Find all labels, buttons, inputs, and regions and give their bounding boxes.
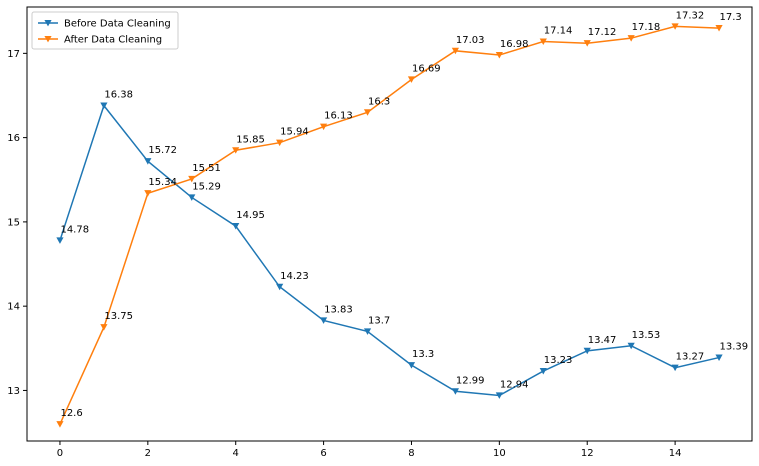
- x-tick-label: 2: [145, 448, 151, 459]
- data-label-after-cleaning: 17.32: [676, 10, 705, 21]
- data-label-before-cleaning: 12.94: [500, 379, 529, 390]
- y-tick-label: 13: [7, 386, 20, 397]
- data-point-after-cleaning: [495, 51, 503, 59]
- x-tick-label: 6: [320, 448, 326, 459]
- data-point-before-cleaning: [144, 158, 152, 165]
- series-line-after-cleaning: [59, 25, 720, 425]
- data-label-after-cleaning: 17.14: [544, 26, 573, 37]
- plot-frame: [26, 6, 753, 442]
- data-point-before-cleaning: [495, 392, 503, 399]
- data-label-after-cleaning: 16.98: [500, 39, 529, 50]
- x-tick-label: 10: [493, 448, 506, 459]
- data-label-after-cleaning: 15.85: [236, 134, 265, 145]
- y-tick-label: 15: [7, 217, 20, 228]
- data-label-after-cleaning: 16.69: [412, 63, 441, 74]
- data-label-after-cleaning: 17.03: [456, 35, 485, 46]
- data-point-after-cleaning: [232, 147, 240, 154]
- data-point-before-cleaning: [188, 194, 196, 201]
- legend-label-after-cleaning[interactable]: After Data Cleaning: [64, 35, 162, 46]
- data-point-after-cleaning: [100, 324, 108, 331]
- data-point-after-cleaning: [56, 421, 64, 428]
- series-line-before-cleaning: [59, 104, 720, 397]
- data-point-before-cleaning: [539, 367, 547, 375]
- data-point-after-cleaning: [188, 175, 196, 183]
- x-tick-label: 12: [581, 448, 594, 459]
- data-label-before-cleaning: 15.72: [148, 145, 177, 156]
- legend[interactable]: Before Data Cleaning After Data Cleaning: [31, 11, 179, 50]
- x-tick-label: 14: [669, 448, 682, 459]
- axes: 0 2 4 6 8 10 12 14 13 14 15 16 17: [7, 49, 681, 459]
- data-label-before-cleaning: 13.23: [544, 355, 573, 366]
- data-label-after-cleaning: 17.3: [720, 12, 742, 23]
- data-point-after-cleaning: [407, 76, 416, 83]
- data-label-before-cleaning: 13.3: [412, 349, 434, 360]
- data-label-after-cleaning: 15.94: [280, 127, 309, 138]
- data-label-before-cleaning: 16.38: [104, 90, 133, 101]
- data-label-after-cleaning: 15.34: [148, 177, 177, 188]
- data-point-before-cleaning: [407, 362, 416, 369]
- data-label-after-cleaning: 16.3: [368, 96, 390, 107]
- data-point-before-cleaning: [276, 283, 284, 291]
- data-label-before-cleaning: 14.78: [60, 224, 89, 235]
- data-point-after-cleaning: [276, 139, 284, 147]
- data-point-before-cleaning: [363, 328, 372, 335]
- data-point-after-cleaning: [539, 38, 547, 45]
- data-point-before-cleaning: [232, 223, 240, 230]
- data-label-before-cleaning: 14.95: [236, 210, 265, 221]
- data-label-before-cleaning: 13.39: [720, 342, 749, 353]
- data-point-after-cleaning: [715, 25, 723, 32]
- data-label-before-cleaning: 14.23: [280, 271, 309, 282]
- data-point-after-cleaning: [363, 109, 372, 116]
- data-point-before-cleaning: [319, 317, 328, 324]
- data-label-before-cleaning: 13.83: [324, 304, 353, 315]
- data-label-after-cleaning: 17.18: [632, 22, 661, 33]
- data-point-before-cleaning: [715, 354, 723, 361]
- x-tick-label: 4: [233, 448, 239, 459]
- data-point-before-cleaning: [583, 347, 591, 355]
- data-point-after-cleaning: [144, 190, 152, 197]
- x-tick-label: 0: [57, 448, 63, 459]
- y-tick-label: 14: [7, 302, 20, 313]
- y-tick-label: 17: [7, 49, 20, 60]
- data-label-after-cleaning: 15.51: [192, 163, 221, 174]
- plot-marks: [56, 23, 723, 428]
- data-label-after-cleaning: 13.75: [104, 311, 133, 322]
- data-label-before-cleaning: 12.99: [456, 375, 485, 386]
- legend-marker-after-cleaning: [44, 35, 52, 43]
- data-label-after-cleaning: 12.6: [60, 408, 82, 419]
- data-label-before-cleaning: 13.47: [588, 335, 617, 346]
- data-label-before-cleaning: 15.29: [192, 181, 221, 192]
- data-label-before-cleaning: 13.53: [632, 330, 661, 341]
- data-labels: 14.78 16.38 15.72 15.29 14.95 14.23 13.83 13.7 1…: [60, 10, 748, 419]
- data-point-after-cleaning: [583, 40, 591, 47]
- data-point-before-cleaning: [451, 388, 460, 395]
- y-tick-label: 16: [7, 133, 20, 144]
- legend-marker-before-cleaning: [44, 19, 52, 27]
- data-label-before-cleaning: 13.7: [368, 315, 390, 326]
- legend-box: [31, 11, 179, 50]
- data-label-after-cleaning: 16.13: [324, 111, 353, 122]
- data-point-after-cleaning: [627, 35, 635, 42]
- data-point-after-cleaning: [319, 123, 328, 131]
- data-point-before-cleaning: [100, 102, 108, 110]
- data-label-after-cleaning: 17.12: [588, 27, 617, 38]
- legend-label-before-cleaning[interactable]: Before Data Cleaning: [64, 19, 171, 30]
- data-label-before-cleaning: 13.27: [676, 352, 705, 363]
- data-point-after-cleaning: [671, 23, 679, 30]
- data-point-before-cleaning: [671, 364, 679, 372]
- data-point-after-cleaning: [451, 47, 460, 55]
- data-point-before-cleaning: [627, 342, 635, 350]
- x-tick-label: 8: [408, 448, 414, 459]
- data-point-before-cleaning: [56, 237, 64, 244]
